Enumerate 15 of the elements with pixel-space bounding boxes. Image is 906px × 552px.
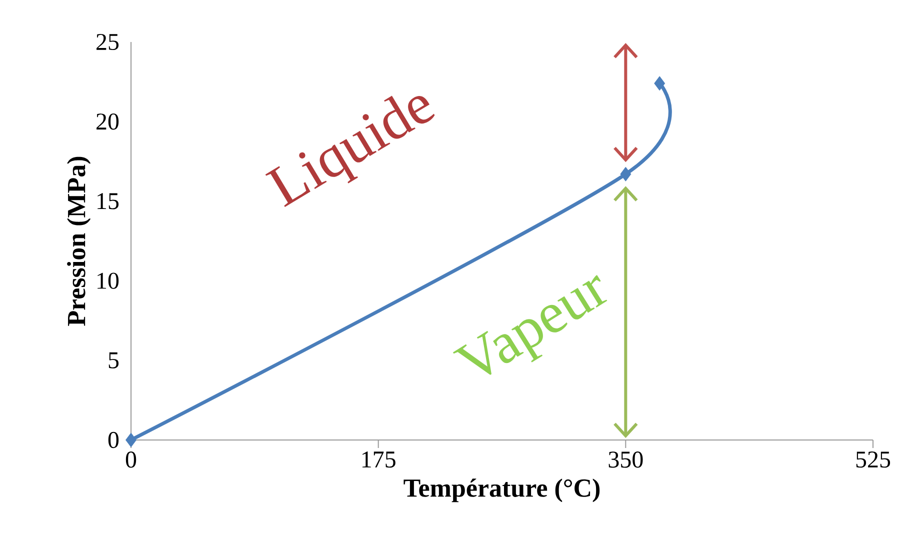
x-tick-label: 525 (856, 452, 890, 468)
y-axis-title: Pression (MPa) (67, 156, 91, 326)
point (654, 76, 666, 91)
x-tick-label: 350 (608, 452, 643, 468)
y-tick-label: 0 (108, 432, 119, 448)
y-tick-label: 15 (98, 193, 119, 210)
y-tick-label: 20 (96, 113, 119, 130)
x-tick-label: 175 (362, 452, 396, 468)
y-tick-label: 5 (108, 352, 119, 368)
y-tick-label: 25 (96, 34, 119, 50)
x-axis-title: Température (°C) (404, 478, 600, 502)
x-tick-label: 0 (126, 452, 136, 468)
y-tick-label: 10 (98, 272, 119, 289)
point (126, 432, 137, 448)
point (620, 166, 632, 182)
